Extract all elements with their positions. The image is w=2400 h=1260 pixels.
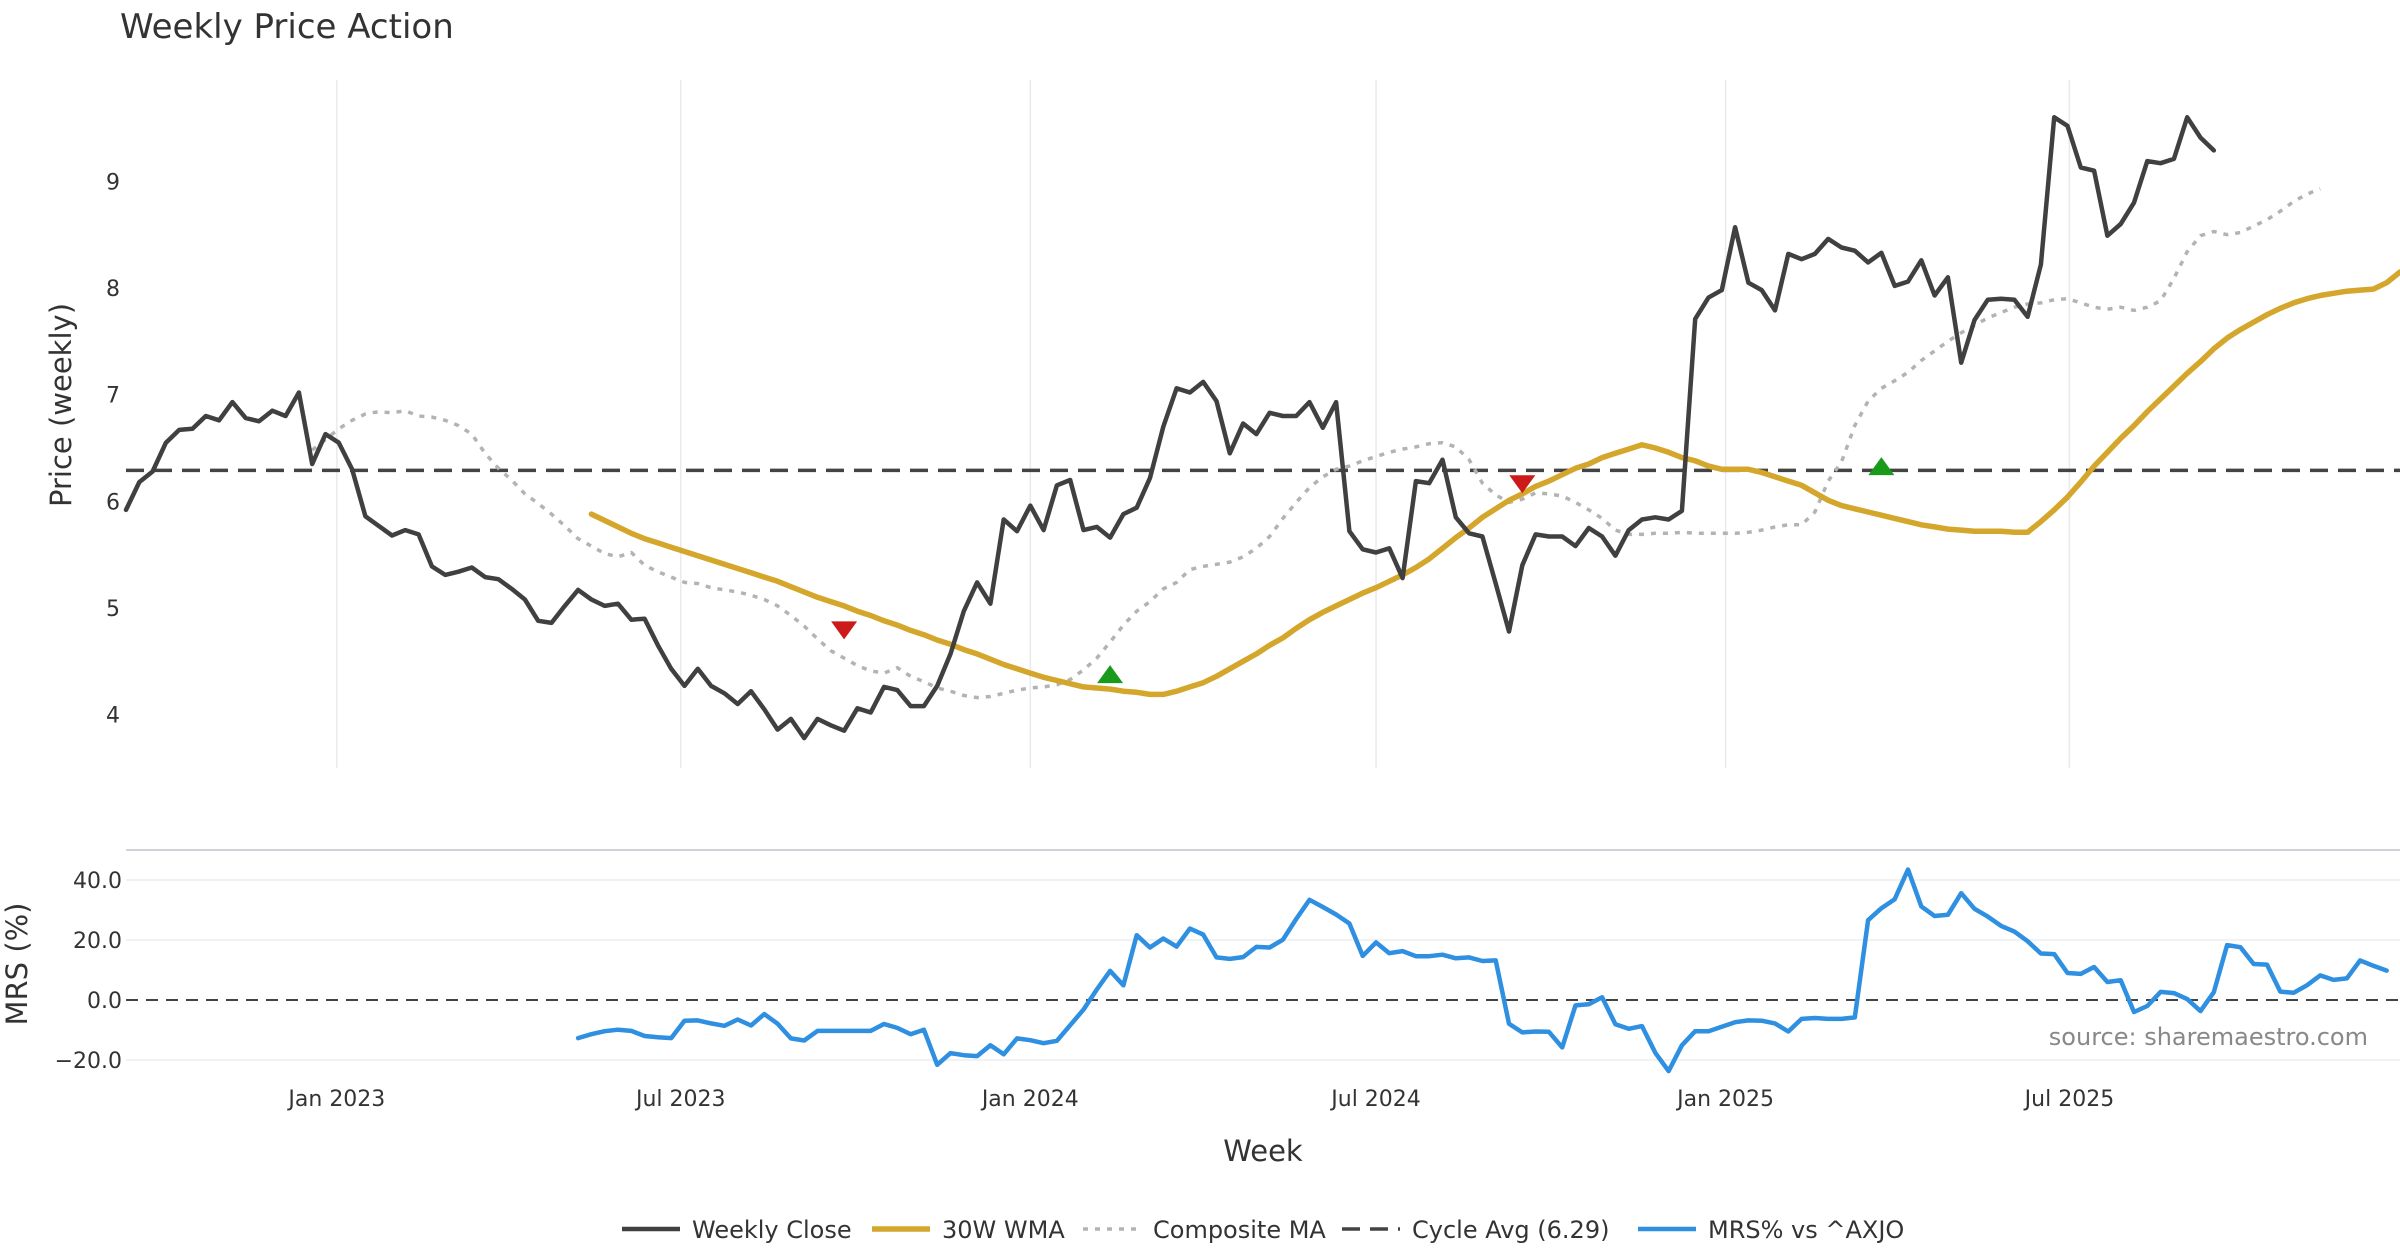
buy-signal-marker <box>1097 665 1124 684</box>
x-ticks: Jan 2023 Jul 2023 Jan 2024 Jul 2024 Jan 2025… <box>286 1087 2114 1112</box>
price-y-tick-label: 7 <box>106 384 120 409</box>
legend: Weekly Close 30W WMA Composite MA Cycle Avg… <box>622 1216 1904 1244</box>
x-tick-label: Jan 2024 <box>980 1087 1079 1112</box>
x-tick-label: Jul 2023 <box>634 1087 726 1112</box>
mrs-y-tick-label: 40.0 <box>73 869 122 894</box>
legend-label: Composite MA <box>1153 1216 1326 1244</box>
price-y-tick-label: 6 <box>106 490 120 515</box>
series-layer <box>123 115 2400 1074</box>
price-grid <box>336 80 2071 768</box>
legend-label: Cycle Avg (6.29) <box>1412 1216 1609 1244</box>
mrs-y-tick-label: 20.0 <box>73 929 122 954</box>
mrs-line <box>575 867 2389 1074</box>
mrs-grid <box>126 849 2400 1061</box>
legend-label: 30W WMA <box>942 1216 1065 1244</box>
x-tick-label: Jul 2025 <box>2023 1087 2115 1112</box>
buy-signal-marker <box>1868 457 1895 476</box>
mrs-y-axis-label: MRS (%) <box>0 903 34 1026</box>
price-y-tick-label: 9 <box>106 170 120 195</box>
price-y-ticks: 4 5 6 7 8 9 <box>106 170 120 728</box>
weekly-close-points <box>126 117 2214 738</box>
signal-markers <box>831 457 1895 684</box>
price-y-tick-label: 8 <box>106 277 120 302</box>
sell-signal-marker <box>1509 475 1536 494</box>
x-tick-label: Jan 2025 <box>1675 1087 1774 1112</box>
composite-ma-points <box>312 189 2320 698</box>
reference-lines <box>126 468 2400 1001</box>
chart-title: Weekly Price Action <box>120 7 454 47</box>
price-y-axis-label: Price (weekly) <box>44 303 78 507</box>
mrs-y-ticks: −20.0 0.0 20.0 40.0 <box>55 869 122 1074</box>
legend-label: Weekly Close <box>692 1216 852 1244</box>
price-y-tick-label: 4 <box>106 704 120 729</box>
x-tick-label: Jan 2023 <box>286 1087 385 1112</box>
x-axis-label: Week <box>1223 1134 1303 1168</box>
legend-label: MRS% vs ^AXJO <box>1708 1216 1904 1244</box>
sell-signal-marker <box>831 621 858 640</box>
source-note: source: sharemaestro.com <box>2049 1023 2368 1051</box>
wma-30w-line <box>588 269 2400 698</box>
price-y-tick-label: 5 <box>106 597 120 622</box>
wma-30w-points <box>591 272 2400 695</box>
weekly-close-line <box>123 115 2217 741</box>
mrs-y-tick-label: 0.0 <box>87 989 122 1014</box>
composite-ma-line <box>311 187 2321 700</box>
x-tick-label: Jul 2024 <box>1329 1087 1421 1112</box>
mrs-y-tick-label: −20.0 <box>55 1049 122 1074</box>
